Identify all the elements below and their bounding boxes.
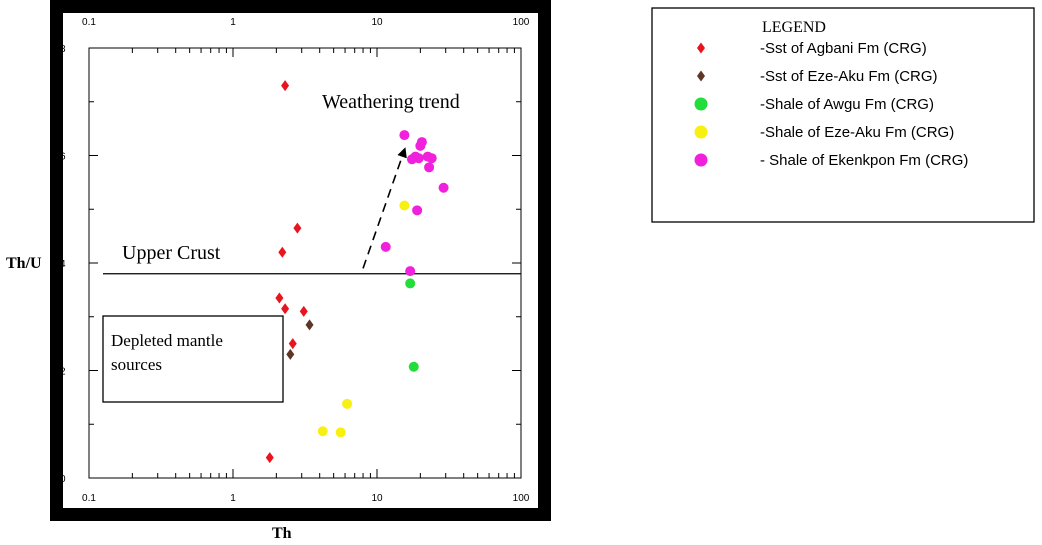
legend-marker (697, 42, 705, 54)
data-point-series-2 (408, 361, 419, 372)
y-tick-label-right: 4 (540, 259, 546, 270)
data-point-series-4 (405, 266, 416, 277)
y-tick-label-left: 6 (60, 152, 66, 163)
data-point-series-4 (406, 154, 417, 165)
y-tick-label-left: 4 (60, 259, 66, 270)
y-tick-label-right: 2 (540, 367, 546, 378)
chart-frame (50, 0, 551, 521)
data-point-series-3 (399, 200, 410, 211)
legend-marker (694, 153, 708, 167)
x-tick-label-top: 0.1 (82, 17, 96, 28)
data-point-series-3 (335, 427, 346, 438)
data-point-series-4 (380, 241, 391, 252)
y-tick-label-right: 8 (540, 44, 546, 55)
data-point-series-4 (399, 130, 410, 141)
data-point-series-0 (281, 80, 290, 92)
data-point-series-1 (305, 319, 314, 331)
legend-marker (694, 97, 708, 111)
x-tick-label-bottom: 0.1 (82, 493, 96, 504)
legend-label: -Sst of Eze-Aku Fm (CRG) (760, 68, 938, 85)
data-point-series-4 (415, 140, 426, 151)
data-point-series-0 (265, 452, 274, 464)
weathering-trend-label: Weathering trend (322, 91, 460, 113)
data-points (265, 80, 449, 464)
y-tick-label-left: 0 (60, 474, 66, 485)
data-point-series-0 (278, 246, 287, 258)
legend-label: - Shale of Ekenkpon Fm (CRG) (760, 152, 968, 169)
data-point-series-0 (293, 222, 302, 234)
data-point-series-4 (426, 153, 437, 164)
y-axis-title: Th/U (6, 255, 42, 272)
legend-items: -Sst of Agbani Fm (CRG) -Sst of Eze-Aku F… (694, 40, 968, 169)
data-point-series-3 (317, 426, 328, 437)
depleted-mantle-box (102, 315, 284, 403)
tick-labels: 0.1 0.1 1 1 10 10 100 100 0 0 2 2 4 4 6 6 8 8 (60, 17, 546, 504)
legend-marker (697, 70, 705, 82)
data-point-series-0 (281, 303, 290, 315)
x-tick-label-top: 10 (371, 17, 383, 28)
legend-label: -Sst of Agbani Fm (CRG) (760, 40, 927, 57)
data-point-series-3 (342, 398, 353, 409)
legend-box (651, 7, 1035, 223)
weathering-trend-arrow (362, 147, 407, 269)
y-tick-label-left: 2 (60, 367, 66, 378)
x-axis-title: Th (272, 525, 292, 542)
data-point-series-0 (288, 338, 297, 350)
data-point-series-2 (405, 278, 416, 289)
data-point-series-0 (299, 305, 308, 317)
data-point-series-4 (438, 182, 449, 193)
axis-ticks (88, 47, 521, 479)
y-tick-label-right: 0 (540, 474, 546, 485)
x-tick-label-top: 100 (513, 17, 530, 28)
legend-marker (694, 125, 708, 139)
depleted-mantle-label-line2: sources (111, 355, 162, 374)
legend-label: -Shale of Awgu Fm (CRG) (760, 96, 934, 113)
y-tick-label-right: 6 (540, 152, 546, 163)
x-tick-label-bottom: 10 (371, 493, 383, 504)
upper-crust-label: Upper Crust (122, 242, 221, 264)
depleted-mantle-label-line1: Depleted mantle (111, 331, 223, 350)
x-tick-label-top: 1 (230, 17, 236, 28)
x-tick-label-bottom: 100 (513, 493, 530, 504)
legend-title: LEGEND (762, 19, 826, 36)
data-point-series-4 (412, 205, 423, 216)
data-point-series-0 (275, 292, 284, 304)
legend-label: -Shale of Eze-Aku Fm (CRG) (760, 124, 954, 141)
x-tick-label-bottom: 1 (230, 493, 236, 504)
y-tick-label-left: 8 (60, 44, 66, 55)
data-point-series-4 (424, 162, 435, 173)
data-point-series-1 (286, 348, 295, 360)
